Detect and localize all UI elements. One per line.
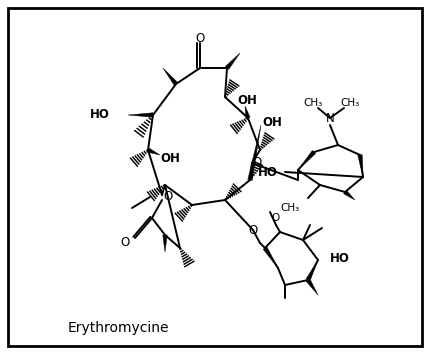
Text: O: O (252, 156, 261, 170)
Text: OH: OH (160, 152, 180, 165)
Text: CH₃: CH₃ (304, 98, 322, 108)
Polygon shape (163, 68, 178, 85)
Polygon shape (263, 247, 278, 268)
Text: HO: HO (90, 108, 110, 121)
Text: Erythromycine: Erythromycine (68, 321, 169, 335)
Polygon shape (225, 53, 240, 69)
Polygon shape (128, 113, 153, 117)
Text: O: O (120, 235, 129, 249)
Text: HO: HO (330, 251, 350, 264)
Polygon shape (147, 148, 160, 155)
Polygon shape (358, 155, 363, 177)
Text: CH₃: CH₃ (341, 98, 359, 108)
Text: CH₃: CH₃ (280, 203, 299, 213)
Text: HO: HO (258, 166, 278, 178)
Text: N: N (326, 112, 335, 125)
Polygon shape (163, 235, 167, 252)
Text: O: O (249, 223, 258, 236)
Text: OH: OH (262, 115, 282, 129)
Text: O: O (271, 213, 279, 223)
Polygon shape (306, 260, 318, 281)
Polygon shape (344, 190, 355, 200)
Text: OH: OH (237, 93, 257, 107)
Text: O: O (195, 32, 205, 45)
Polygon shape (306, 279, 318, 295)
Polygon shape (248, 125, 261, 181)
Text: O: O (163, 190, 172, 204)
Polygon shape (245, 106, 250, 119)
Polygon shape (298, 150, 316, 170)
